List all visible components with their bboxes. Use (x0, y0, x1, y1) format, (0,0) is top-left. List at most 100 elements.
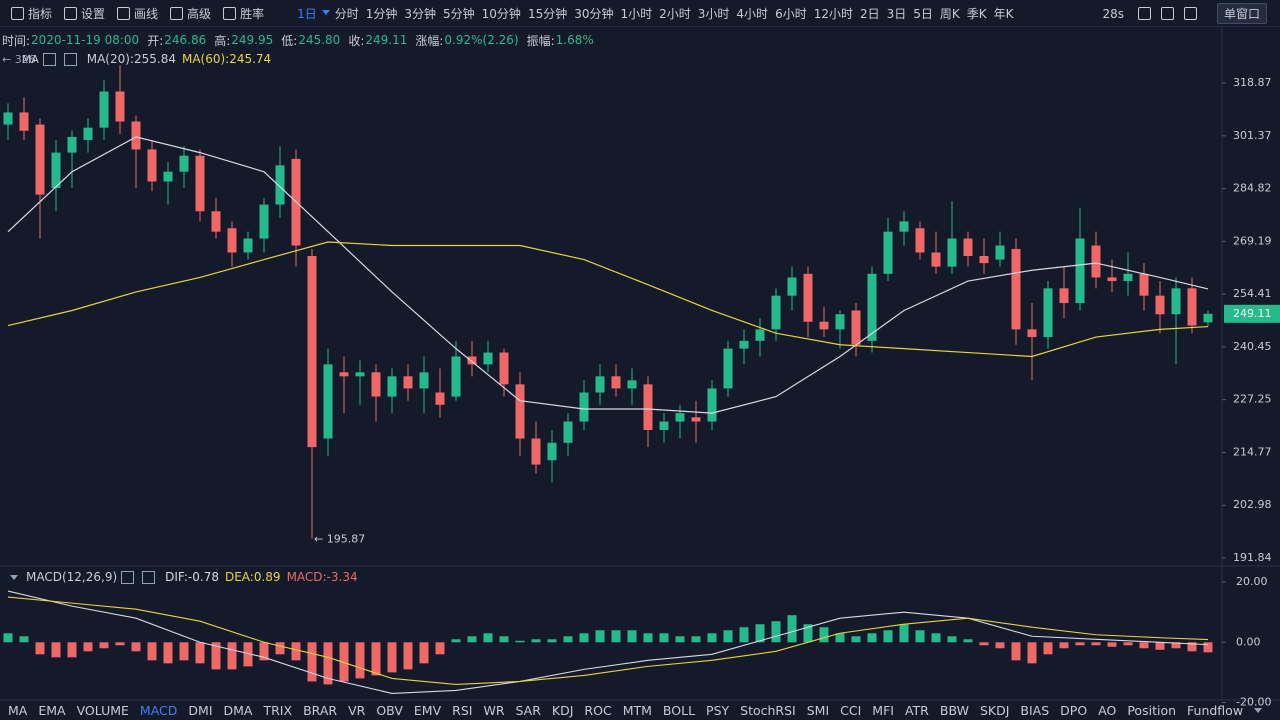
indicator-tab[interactable]: AO (1098, 702, 1117, 718)
interval-button[interactable]: 15分钟 (527, 6, 568, 21)
indicator-tab[interactable]: DMI (188, 702, 213, 718)
info-value: 249.11 (365, 33, 408, 47)
candle-body (787, 277, 797, 296)
interval-button[interactable]: 5日 (913, 6, 933, 21)
y-tick-label: -20.00 (1236, 695, 1271, 708)
macd-bar (931, 633, 941, 643)
macd-bar (771, 621, 781, 643)
window-select[interactable]: 单窗口 (1216, 3, 1267, 24)
window-icon[interactable] (1137, 7, 1151, 20)
tool-button[interactable]: 指标 (11, 5, 52, 22)
interval-button[interactable]: 3分钟 (404, 6, 437, 21)
candle-body (931, 252, 941, 267)
candle-body (643, 384, 653, 430)
interval-button[interactable]: 季K (966, 6, 987, 21)
indicator-tab[interactable]: MFI (872, 702, 894, 718)
interval-button[interactable]: 6小时 (775, 6, 807, 21)
indicator-tab[interactable]: BRAR (303, 702, 338, 718)
indicator-tab[interactable]: SKDJ (979, 702, 1010, 718)
interval-button[interactable]: 5分钟 (443, 6, 475, 21)
indicator-tab[interactable]: DPO (1060, 702, 1088, 718)
indicator-tab[interactable]: BBW (939, 702, 969, 718)
settings-button[interactable] (42, 52, 56, 66)
indicator-tab[interactable]: Fundflow (1187, 702, 1244, 718)
timer: 28s (1102, 6, 1124, 21)
indicator-tab[interactable]: SMI (806, 702, 830, 718)
indicator-tab[interactable]: ROC (584, 702, 612, 718)
interval-button[interactable]: 1日 (297, 5, 330, 22)
interval-button[interactable]: 30分钟 (574, 6, 614, 21)
candle-body (275, 165, 285, 205)
y-tick-label: 191.84 (1233, 551, 1272, 564)
macd-bar (579, 633, 589, 643)
interval-button[interactable]: 3日 (886, 6, 907, 21)
indicator-tab[interactable]: KDJ (551, 702, 574, 718)
collapse-caret[interactable] (10, 574, 18, 584)
indicator-tab[interactable]: RSI (452, 702, 473, 718)
macd-bar (371, 642, 381, 676)
macd-bar (355, 642, 365, 679)
interval-button[interactable]: 周K (939, 6, 960, 21)
indicator-tab[interactable]: MACD (139, 702, 178, 718)
dropdown-caret[interactable] (321, 9, 330, 19)
candle-body (963, 238, 973, 257)
macd-bar (563, 636, 573, 643)
interval-button[interactable]: 1小时 (620, 6, 653, 21)
info-label: 开: (147, 33, 164, 48)
indicator-tab[interactable]: MTM (622, 702, 652, 718)
indicator-tab[interactable]: TRIX (263, 702, 293, 718)
interval-button[interactable]: 10分钟 (481, 6, 521, 21)
indicator-tab[interactable]: VOLUME (76, 702, 129, 718)
indicator-tab[interactable]: MA (8, 702, 28, 718)
interval-button[interactable]: 3小时 (697, 6, 730, 21)
indicator-tab[interactable]: CCI (840, 702, 862, 718)
indicator-tab[interactable]: BOLL (662, 702, 696, 718)
candle-body (1155, 295, 1165, 315)
tool-button[interactable]: 设置 (64, 5, 105, 22)
interval-button[interactable]: 12小时 (813, 6, 853, 21)
candle-body (179, 155, 189, 172)
interval-button[interactable]: 年K (993, 6, 1014, 21)
indicator-tab[interactable]: StochRSI (740, 702, 796, 718)
candle-body (707, 388, 717, 422)
indicator-tab[interactable]: ATR (904, 702, 929, 718)
macd-bar (147, 642, 157, 661)
macd-bar (51, 642, 61, 658)
indicator-tab[interactable]: WR (483, 702, 505, 718)
interval-button[interactable]: 4小时 (736, 6, 769, 21)
candle-body (1203, 313, 1213, 323)
y-tick-label: 202.98 (1233, 498, 1272, 511)
interval-button[interactable]: 分时 (334, 6, 359, 21)
settings-button[interactable] (121, 570, 135, 584)
toolbar-right: 28s 单窗口 (1102, 3, 1274, 24)
window-icon[interactable] (1183, 7, 1197, 20)
indicator-tab[interactable]: PSY (706, 702, 730, 718)
tool-button[interactable]: 高级 (170, 5, 211, 22)
tool-button[interactable]: 胜率 (223, 5, 264, 22)
indicator-tab[interactable]: VR (348, 702, 366, 718)
macd-bar (1091, 642, 1101, 646)
close-button[interactable] (142, 570, 156, 584)
indicator-tab[interactable]: SAR (515, 702, 541, 718)
macd-bar (803, 624, 813, 643)
indicator-tab[interactable]: OBV (376, 702, 403, 718)
window-icon[interactable] (1160, 7, 1174, 20)
macd-bar (691, 636, 701, 643)
interval-button[interactable]: 1分钟 (365, 6, 398, 21)
interval-button[interactable]: 2小时 (659, 6, 691, 21)
indicator-tab[interactable]: DMA (223, 702, 253, 718)
candle-body (611, 376, 621, 389)
tool-icon (117, 6, 131, 20)
indicator-tab[interactable]: EMA (38, 702, 66, 718)
candle-body (371, 372, 381, 397)
info-bar: 时间: 2020-11-19 08:00 开: 246.86 高: 249.95 低: 245… (2, 31, 602, 49)
indicator-tab[interactable]: Position (1127, 702, 1177, 718)
candle-body (1171, 288, 1181, 315)
close-button[interactable] (63, 52, 77, 66)
tabs-dropdown[interactable] (1254, 707, 1263, 717)
tool-button[interactable]: 画线 (117, 5, 158, 22)
interval-button[interactable]: 2日 (859, 6, 880, 21)
info-label: 振幅: (526, 33, 555, 48)
indicator-tab[interactable]: EMV (413, 702, 442, 718)
indicator-tab[interactable]: BIAS (1020, 702, 1050, 718)
